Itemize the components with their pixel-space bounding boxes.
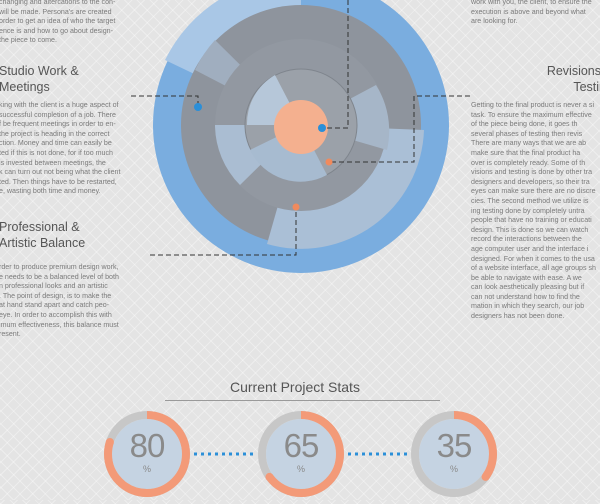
text-line: cies. The second method we utilize is: [471, 196, 589, 205]
text-line: rder to produce premium design work,: [0, 263, 119, 271]
connector-top: [322, 0, 349, 129]
progress-ring: [104, 411, 190, 497]
text-line: execution is above and beyond what: [471, 7, 586, 16]
ring-progress-arc: [258, 411, 344, 497]
connector-lines: [131, 0, 470, 256]
studio-heading-line: Studio Work &: [0, 64, 79, 78]
ring-progress-arc: [104, 411, 190, 497]
ring-face: [112, 419, 182, 489]
text-line: order to get an idea of who the target: [0, 17, 116, 26]
text-line: design. This is done so we can watch: [471, 225, 589, 234]
text-line: make sure that the final product ha: [471, 148, 581, 157]
progress-ring: [411, 411, 497, 497]
revisions-paragraph: Getting to the final product is never a …: [471, 101, 600, 322]
stat-value: 65: [283, 427, 320, 464]
text-line: record the interactions between the: [471, 235, 582, 244]
text-line: can look aesthetically pleasing but if: [471, 283, 585, 292]
text-line: . The point of design, is to make the: [0, 291, 112, 300]
text-line: ted. Then things have to be restarted,: [0, 177, 117, 186]
text-line: over is completely ready. Some of th: [471, 158, 586, 167]
text-line: of the piece being done, it goes th: [471, 120, 578, 129]
text-line: several phases of testing then revis: [471, 129, 583, 138]
text-line: task. To ensure the maximum effective: [471, 110, 592, 119]
top-right-paragraph: work with you, the client, to ensure the…: [471, 0, 600, 27]
text-line: is invested between meetings, the: [0, 158, 106, 167]
text-line: designed. For when it comes to the usa: [471, 254, 595, 263]
stat-unit: %: [142, 464, 151, 474]
text-line: are looking for.: [471, 17, 518, 26]
stat-unit: %: [296, 464, 305, 474]
text-line: be able to navigate with ease. A we: [471, 273, 582, 282]
text-line: resent.: [0, 330, 21, 339]
studio-section: Studio Work & Meetings: [0, 64, 134, 95]
text-line: ction. Money and time can easily be: [0, 139, 112, 148]
text-line: ted if this is not done, for if too much: [0, 148, 113, 157]
ring-face: [419, 419, 489, 489]
stat-value: 35: [436, 427, 473, 464]
connector-professional: [150, 208, 297, 256]
professional-paragraph: rder to produce premium design work, e n…: [0, 263, 133, 340]
text-line: mation in which they search, our job: [471, 302, 585, 311]
revisions-heading-line: Testin: [573, 79, 600, 94]
text-line: designers has not been done.: [471, 312, 565, 321]
ring-arc-cap: [481, 472, 490, 481]
professional-section: Professional & Artistic Balance: [0, 220, 134, 251]
stat-item: 80 %: [102, 409, 192, 499]
text-line: changing and altercations to the con-: [0, 0, 116, 6]
stat-unit: %: [449, 464, 458, 474]
text-line: ing testing done by completely untra: [471, 206, 585, 215]
text-line: the project is heading in the correct: [0, 129, 110, 138]
text-line: work with you, the client, to ensure the: [471, 0, 592, 6]
studio-paragraph: king with the client is a huge aspect of…: [0, 101, 133, 197]
studio-heading-line: Meetings: [0, 79, 50, 94]
marker-dot-professional: [292, 203, 300, 211]
ring-arc-cap: [265, 472, 274, 481]
text-line: successful completion of a job. There: [0, 110, 116, 119]
text-line: at hand stand apart and catch peo-: [0, 301, 110, 310]
connector-revisions: [329, 95, 470, 163]
stats-title: Current Project Stats: [230, 379, 360, 395]
text-line: e, wasting both time and money.: [0, 187, 101, 196]
connector-studio: [131, 95, 199, 106]
text-line: f be frequent meetings in order to en-: [0, 120, 116, 129]
text-line: e needs to be a balanced level of both: [0, 272, 119, 281]
marker-dot-studio: [194, 103, 202, 111]
top-left-paragraph: changing and altercations to the con- wi…: [0, 0, 139, 46]
text-line: k can turn out not being what the client: [0, 168, 121, 177]
revisions-section: Revisions Testin: [520, 64, 600, 95]
marker-dot-core: [318, 124, 326, 132]
professional-heading-line: Professional &: [0, 220, 80, 234]
revisions-heading-line: Revisions: [546, 64, 600, 78]
ring-face: [266, 419, 336, 489]
text-line: Getting to the final product is never a …: [471, 101, 595, 109]
text-line: will be made. Persona's are created: [0, 7, 112, 16]
marker-dot-revisions: [325, 158, 333, 166]
stat-item: 35 %: [409, 409, 499, 499]
text-line: king with the client is a huge aspect of: [0, 101, 119, 109]
text-line: age computer user and the interface i: [471, 244, 589, 253]
stat-item: 65 %: [256, 409, 346, 499]
text-line: n professional looks and an artistic: [0, 282, 108, 291]
text-line: imum effectiveness, this balance must: [0, 320, 119, 329]
text-line: people that have no training or educati: [471, 216, 592, 225]
text-line: designers and developers, so their tra: [471, 177, 590, 186]
professional-heading-line: Artistic Balance: [0, 235, 86, 250]
text-line: eyes can make sure there are no discre: [471, 187, 596, 196]
stat-value: 80: [129, 427, 166, 464]
text-line: ence is and how to go about design-: [0, 26, 113, 35]
text-line: can not understand how to find the: [471, 292, 580, 301]
text-line: eye. In order to accomplish this with: [0, 310, 112, 319]
text-line: visions and testing is done by other tra: [471, 168, 593, 177]
text-line: There are many ways that we are ab: [471, 139, 587, 148]
progress-ring: [258, 411, 344, 497]
stats-divider: [165, 400, 440, 401]
center-core: [274, 100, 328, 154]
text-line: the piece to come.: [0, 36, 57, 45]
ring-arc-cap: [105, 437, 114, 446]
text-line: of a website interface, all age groups s…: [471, 264, 597, 273]
ring-progress-arc: [411, 411, 497, 497]
